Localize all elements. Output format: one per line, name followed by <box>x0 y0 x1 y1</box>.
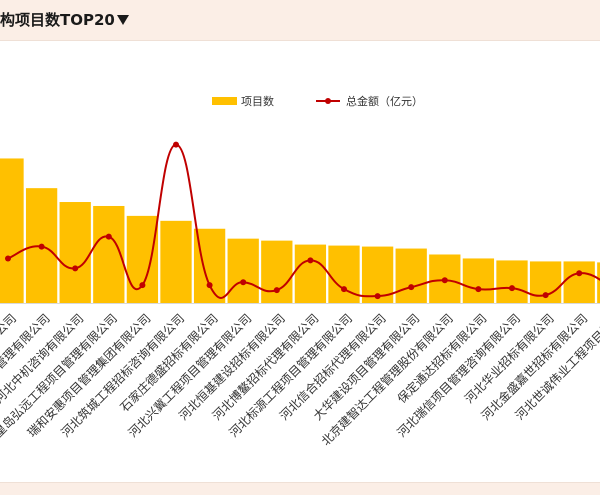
bar-0[interactable] <box>0 158 24 303</box>
bar-17[interactable] <box>563 261 595 303</box>
bar-5[interactable] <box>160 220 192 303</box>
chart-area: 项目数 总金额（亿元） ...有限公司...项目管理有限公司河北中机咨询有限公司秦… <box>0 94 600 449</box>
amount-point-5[interactable] <box>173 141 179 148</box>
amount-point-17[interactable] <box>576 270 583 277</box>
amount-point-9[interactable] <box>307 257 314 264</box>
bar-4[interactable] <box>126 215 159 303</box>
amount-point-2[interactable] <box>72 265 79 272</box>
chart-title: 构项目数TOP20 <box>0 11 115 29</box>
amount-point-4[interactable] <box>139 282 146 289</box>
amount-point-14[interactable] <box>475 286 482 293</box>
legend-marker <box>325 98 331 104</box>
bar-14[interactable] <box>462 258 495 303</box>
amount-point-15[interactable] <box>509 285 515 292</box>
triangle-down-icon[interactable] <box>116 12 130 30</box>
bar-12[interactable] <box>395 248 427 303</box>
amount-point-0[interactable] <box>5 255 11 262</box>
amount-point-11[interactable] <box>374 293 381 300</box>
bar-8[interactable] <box>261 240 293 303</box>
legend-label-line: 总金额（亿元） <box>346 94 423 108</box>
bar-18[interactable] <box>597 262 600 303</box>
chart-legend: 项目数 总金额（亿元） <box>212 94 423 108</box>
amount-point-6[interactable] <box>206 282 213 289</box>
bar-7[interactable] <box>227 238 259 303</box>
amount-point-16[interactable] <box>542 292 549 299</box>
legend-swatch-bar <box>212 97 237 105</box>
chart-footer <box>0 482 600 495</box>
chart-header: 构项目数TOP20 <box>0 0 600 41</box>
amount-point-13[interactable] <box>441 277 448 284</box>
bar-9[interactable] <box>294 244 327 303</box>
amount-point-3[interactable] <box>105 233 112 240</box>
chart-title-row[interactable]: 构项目数TOP20 <box>0 9 130 30</box>
bar-series <box>0 158 600 304</box>
legend-label-bar: 项目数 <box>241 95 274 108</box>
amount-point-7[interactable] <box>240 279 247 286</box>
bar-2[interactable] <box>59 202 91 303</box>
amount-point-8[interactable] <box>273 287 280 294</box>
bar-15[interactable] <box>496 260 528 303</box>
amount-point-1[interactable] <box>38 243 45 250</box>
amount-line <box>7 143 600 299</box>
amount-point-12[interactable] <box>408 284 415 291</box>
amount-point-10[interactable] <box>341 286 347 293</box>
line-series <box>5 141 600 300</box>
bar-3[interactable] <box>93 205 125 303</box>
x-axis-labels: ...有限公司...项目管理有限公司河北中机咨询有限公司秦皇岛弘远工程项目管理有… <box>0 311 600 449</box>
